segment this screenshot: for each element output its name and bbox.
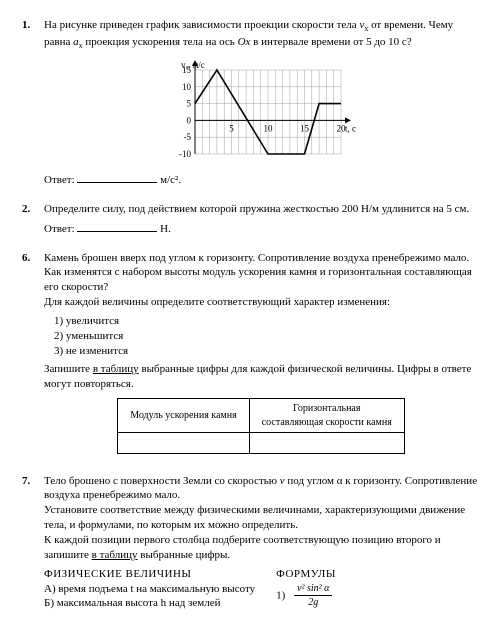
velocity-chart: -10-55101505101520vₓ, м/сt, с xyxy=(44,58,478,168)
formula-1: 1) v² sin² α 2g xyxy=(276,582,478,610)
chart-svg: -10-55101505101520vₓ, м/сt, с xyxy=(161,58,361,168)
answer-unit: Н. xyxy=(160,223,171,235)
text: На рисунке приведен график зависимости п… xyxy=(44,19,359,31)
right-column: ФОРМУЛЫ 1) v² sin² α 2g xyxy=(276,567,478,612)
text: выбранные цифры. xyxy=(138,549,231,561)
problem-body: На рисунке приведен график зависимости п… xyxy=(44,18,478,188)
text: Запишите xyxy=(44,363,93,375)
option-1: 1) увеличится xyxy=(54,314,478,329)
svg-text:-5: -5 xyxy=(184,132,192,142)
col-title: ФИЗИЧЕСКИЕ ВЕЛИЧИНЫ xyxy=(44,567,276,582)
problem-number: 1. xyxy=(22,18,44,188)
item-b: Б) максимальная высота h над землей xyxy=(44,596,276,611)
problem-2: 2. Определите силу, под действием которо… xyxy=(22,202,478,237)
problem-1: 1. На рисунке приведен график зависимост… xyxy=(22,18,478,188)
text: в таблицу xyxy=(93,363,139,375)
para: Тело брошено с поверхности Земли со скор… xyxy=(44,474,478,504)
svg-text:-10: -10 xyxy=(179,149,191,159)
svg-text:10: 10 xyxy=(182,82,192,92)
answer-unit: м/с² xyxy=(160,174,178,186)
var-ox: Ox xyxy=(238,36,251,48)
formula-num: 1) xyxy=(276,589,285,601)
para: Для каждой величины определите соответст… xyxy=(44,295,478,310)
table-cell[interactable] xyxy=(118,433,250,454)
answer-line: Ответ: м/с². xyxy=(44,172,478,188)
para: Камень брошен вверх под углом к горизонт… xyxy=(44,251,478,296)
para: К каждой позиции первого столбца подбери… xyxy=(44,533,478,563)
frac-bot: 2g xyxy=(294,596,332,610)
text: Определите силу, под действием которой п… xyxy=(44,202,478,217)
text: Горизонтальная xyxy=(293,403,360,414)
para: Запишите в таблицу выбранные цифры для к… xyxy=(44,362,478,392)
item-a: А) время подъема t на максимальную высот… xyxy=(44,582,276,597)
answer-blank[interactable] xyxy=(77,221,157,232)
problem-body: Определите силу, под действием которой п… xyxy=(44,202,478,237)
problem-body: Камень брошен вверх под углом к горизонт… xyxy=(44,251,478,460)
answer-line: Ответ: Н. xyxy=(44,221,478,237)
problem-number: 2. xyxy=(22,202,44,237)
problem-number: 7. xyxy=(22,474,44,612)
problem-number: 6. xyxy=(22,251,44,460)
text: составляющая скорости камня xyxy=(262,417,392,428)
table-header-2: Горизонтальная составляющая скорости кам… xyxy=(249,399,404,433)
option-3: 3) не изменится xyxy=(54,344,478,359)
option-2: 2) уменьшится xyxy=(54,329,478,344)
svg-text:10: 10 xyxy=(264,123,274,133)
answer-label: Ответ: xyxy=(44,174,75,186)
problem-body: Тело брошено с поверхности Земли со скор… xyxy=(44,474,478,612)
svg-text:5: 5 xyxy=(229,123,234,133)
text: проекция ускорения тела на ось xyxy=(83,36,238,48)
table-cell[interactable] xyxy=(249,433,404,454)
answer-label: Ответ: xyxy=(44,223,75,235)
answer-table: Модуль ускорения камня Горизонтальная со… xyxy=(117,398,405,454)
text: Тело брошено с поверхности Земли со скор… xyxy=(44,475,280,487)
svg-text:0: 0 xyxy=(187,115,192,125)
text: в интервале времени от 5 до 10 с? xyxy=(250,36,411,48)
left-column: ФИЗИЧЕСКИЕ ВЕЛИЧИНЫ А) время подъема t н… xyxy=(44,567,276,612)
options: 1) увеличится 2) уменьшится 3) не измени… xyxy=(54,314,478,359)
svg-text:15: 15 xyxy=(300,123,310,133)
col-title: ФОРМУЛЫ xyxy=(276,567,478,582)
problem-6: 6. Камень брошен вверх под углом к гориз… xyxy=(22,251,478,460)
svg-text:t, с: t, с xyxy=(345,123,356,133)
matching-columns: ФИЗИЧЕСКИЕ ВЕЛИЧИНЫ А) время подъема t н… xyxy=(44,567,478,612)
para: Установите соответствие между физическим… xyxy=(44,503,478,533)
fraction: v² sin² α 2g xyxy=(294,582,332,610)
text: в таблицу xyxy=(92,549,138,561)
table-header-1: Модуль ускорения камня xyxy=(118,399,250,433)
problem-7: 7. Тело брошено с поверхности Земли со с… xyxy=(22,474,478,612)
svg-text:5: 5 xyxy=(187,99,192,109)
answer-blank[interactable] xyxy=(77,172,157,183)
frac-top: v² sin² α xyxy=(294,582,332,597)
svg-text:vₓ, м/с: vₓ, м/с xyxy=(181,60,205,70)
